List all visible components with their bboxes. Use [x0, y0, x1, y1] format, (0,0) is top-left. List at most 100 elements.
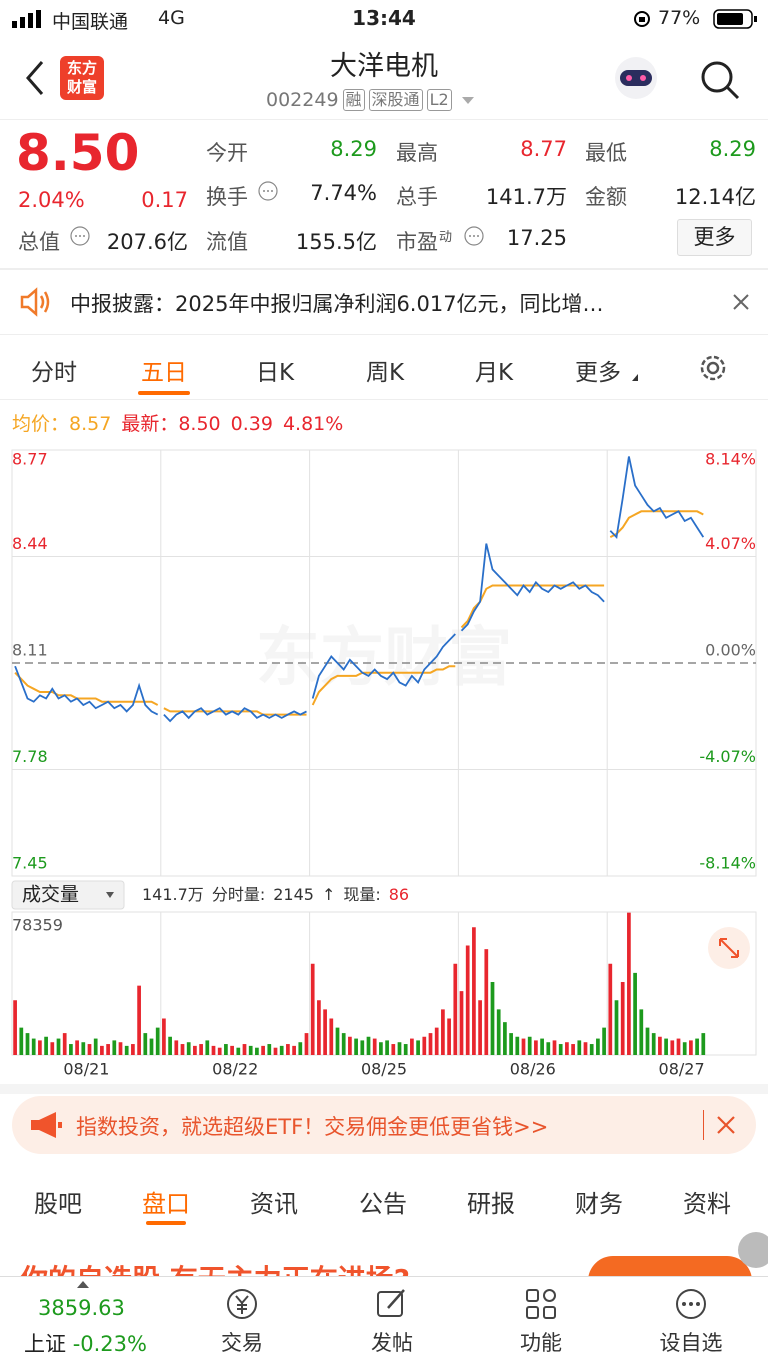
volume-bar	[81, 1042, 86, 1055]
chart-tab[interactable]: 分时	[31, 360, 77, 386]
volume-bar	[447, 1018, 451, 1055]
ad-close[interactable]	[715, 1114, 737, 1136]
index-label: 上证	[24, 1332, 66, 1356]
stock-code: 002249	[266, 89, 339, 111]
chart-tab[interactable]: 周K	[365, 360, 405, 386]
settings-icon[interactable]	[696, 351, 730, 385]
info-tab[interactable]: 财务	[575, 1190, 623, 1218]
nav-label[interactable]: 设自选	[659, 1331, 723, 1355]
volume-bar	[627, 912, 631, 1055]
volume-bar	[131, 1044, 135, 1055]
y2-tick-label: 4.07%	[705, 534, 756, 553]
change-amount: 0.17	[141, 188, 188, 212]
volume-bar	[379, 1042, 383, 1055]
volume-bar	[620, 982, 625, 1055]
legend-avg-label: 均价：	[12, 413, 69, 435]
nav-icon[interactable]	[374, 1286, 410, 1322]
volume-bar	[310, 963, 315, 1055]
volume-bar	[639, 1009, 644, 1055]
ad-banner[interactable]	[12, 1096, 756, 1154]
promo-button[interactable]	[588, 1256, 752, 1276]
nav-icon[interactable]	[224, 1286, 260, 1322]
nav-label[interactable]: 交易	[221, 1331, 263, 1355]
stat-label: 市盈动	[396, 230, 453, 254]
tab-underline	[146, 1221, 186, 1225]
volume-bar	[38, 1040, 42, 1055]
stock-tag: L2	[426, 89, 452, 111]
volume-bar	[651, 1033, 656, 1055]
info-tab[interactable]: 研报	[467, 1190, 515, 1218]
volume-bar	[248, 1045, 253, 1055]
volume-bar	[403, 1044, 408, 1055]
volume-tick-label: 78359	[12, 916, 63, 935]
nav-label[interactable]: 功能	[520, 1331, 562, 1355]
volume-bar	[664, 1038, 668, 1055]
expand-icon	[719, 938, 739, 958]
more-button[interactable]: 更多	[677, 219, 752, 256]
volume-bar	[614, 1000, 619, 1055]
nav-icon[interactable]	[523, 1286, 559, 1322]
volume-bar	[416, 1040, 420, 1055]
volume-bar	[137, 985, 141, 1055]
nav-icon[interactable]	[673, 1286, 709, 1322]
promo-strip[interactable]: 你的自选股 有无主力正在进场?	[0, 1244, 768, 1276]
volume-bar	[633, 972, 637, 1055]
chart-legend: 均价：8.57 最新：8.50 0.39 4.81%	[12, 413, 343, 435]
chart-tab[interactable]: 更多	[575, 360, 621, 386]
volume-bar	[701, 1033, 706, 1055]
y-tick-label: 7.78	[12, 747, 48, 766]
info-icon[interactable]	[462, 224, 486, 248]
chart-tab[interactable]: 月K	[474, 360, 514, 386]
stat-label: 最低	[585, 141, 627, 165]
volume-bar	[62, 1033, 67, 1055]
chart-tab[interactable]: 五日	[141, 360, 187, 386]
promo-close[interactable]	[738, 1232, 768, 1268]
volume-now-label: 现量:	[343, 885, 380, 904]
info-tab[interactable]: 股吧	[34, 1190, 82, 1218]
stat-label: 换手	[206, 185, 248, 209]
back-button[interactable]	[20, 58, 50, 98]
volume-bar	[267, 1044, 272, 1055]
logo[interactable]: 东方财富	[60, 56, 104, 100]
y2-tick-label: -4.07%	[699, 747, 756, 766]
volume-bar	[465, 945, 470, 1055]
volume-bar	[658, 1036, 662, 1055]
last-price: 8.50	[16, 124, 140, 182]
volume-bar	[186, 1042, 191, 1055]
volume-bar	[323, 1009, 327, 1055]
notice-text[interactable]: 中报披露：2025年中报归属净利润6.017亿元，同比增…	[70, 292, 604, 316]
volume-bar	[670, 1040, 675, 1055]
volume-bar	[13, 1000, 17, 1055]
info-tab[interactable]: 盘口	[142, 1190, 190, 1218]
stat-value: 12.14亿	[674, 185, 756, 209]
y-tick-label: 7.45	[12, 854, 48, 873]
index-value[interactable]: 3859.63	[38, 1296, 125, 1320]
volume-bar	[534, 1040, 538, 1055]
price-line	[311, 633, 456, 699]
price-line	[14, 665, 159, 716]
volume-bar	[565, 1042, 569, 1055]
info-icon[interactable]	[256, 179, 280, 203]
stat-label: 总手	[396, 185, 438, 209]
legend-avg: 8.57	[69, 413, 111, 435]
watermark: 东方财富	[256, 622, 512, 696]
volume-bar	[428, 1033, 433, 1055]
ad-divider	[703, 1110, 704, 1140]
volume-bar	[515, 1036, 520, 1055]
info-tab[interactable]: 资讯	[250, 1190, 298, 1218]
volume-bar	[242, 1044, 247, 1055]
promo-text[interactable]: 你的自选股 有无主力正在进场?	[20, 1258, 410, 1276]
nav-label[interactable]: 发帖	[371, 1331, 413, 1355]
info-tab[interactable]: 资料	[683, 1190, 731, 1218]
index-name[interactable]: 上证 -0.23%	[24, 1328, 147, 1358]
info-tab[interactable]: 公告	[359, 1190, 407, 1218]
volume-bar	[217, 1047, 222, 1055]
robot-icon[interactable]	[608, 52, 664, 104]
volume-bar	[118, 1042, 123, 1055]
info-icon[interactable]	[68, 224, 92, 248]
ad-text[interactable]: 指数投资，就选超级ETF！交易佣金更低更省钱>>	[76, 1115, 549, 1139]
search-icon[interactable]	[698, 58, 742, 102]
chart-tab[interactable]: 日K	[255, 360, 295, 386]
stat-label-sup: 动	[439, 230, 453, 245]
close-icon[interactable]	[730, 291, 752, 313]
